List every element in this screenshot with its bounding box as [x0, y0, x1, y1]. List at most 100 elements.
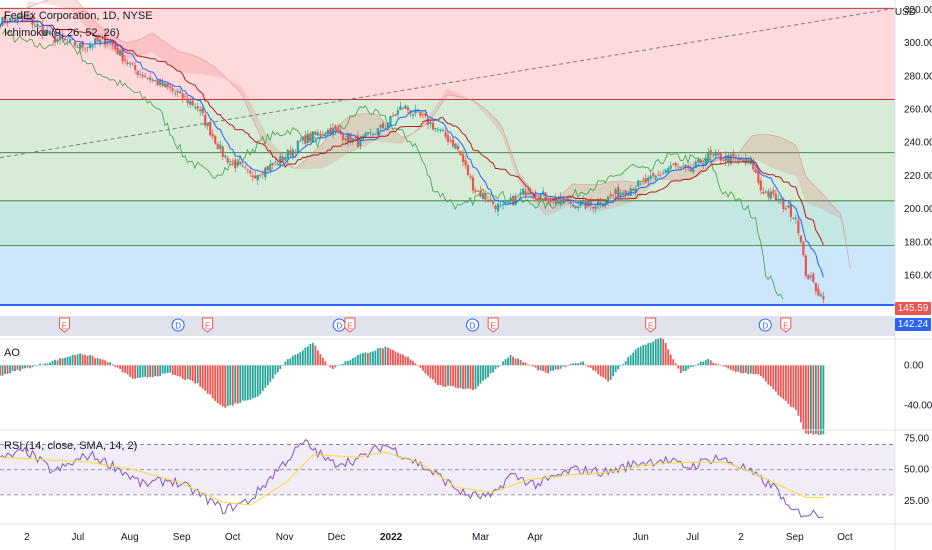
candle-body — [359, 137, 362, 147]
candle-body — [126, 62, 129, 64]
ao-bar — [331, 365, 334, 370]
candle-body — [244, 167, 247, 169]
time-axis-label: Oct — [225, 532, 241, 543]
candle-body — [28, 17, 32, 19]
ao-bar — [657, 338, 660, 366]
ao-bar — [334, 365, 337, 368]
ao-bar — [522, 362, 524, 366]
candle-body — [336, 127, 339, 131]
candle-body — [391, 115, 395, 117]
candle-body — [604, 201, 607, 205]
candle-body — [619, 192, 622, 196]
symbol-title[interactable]: FedEx Corporation, 1D, NYSE — [4, 10, 153, 22]
ao-bar — [44, 363, 46, 366]
candle-body — [599, 202, 602, 205]
candle-body — [451, 139, 455, 147]
ao-bar — [294, 354, 297, 366]
ao-bar — [234, 365, 237, 404]
candle-body — [524, 191, 527, 196]
candle-body — [789, 204, 792, 218]
candle-body — [376, 128, 380, 135]
candle-body — [657, 174, 660, 176]
candle-body — [171, 88, 174, 92]
candle-body — [236, 162, 239, 166]
rsi-legend[interactable]: RSI (14, close, SMA, 14, 2) — [4, 440, 138, 452]
candle-body — [817, 288, 820, 296]
candle-body — [166, 83, 169, 87]
candle-body — [46, 30, 49, 34]
ao-bar — [286, 359, 289, 366]
ao-bar — [281, 365, 284, 366]
candle-body — [189, 101, 192, 105]
ao-bar — [369, 352, 372, 366]
candle-body — [366, 132, 370, 134]
candle-body — [694, 161, 697, 168]
ao-bar — [507, 357, 509, 366]
ao-bar — [794, 365, 797, 410]
ao-bar — [4, 365, 6, 374]
candle-body — [94, 38, 97, 45]
candle-body — [579, 201, 582, 207]
ao-bar — [802, 365, 805, 430]
candle-body — [612, 195, 615, 197]
ao-bar — [154, 365, 157, 377]
candle-body — [289, 150, 292, 156]
ao-bar — [259, 365, 262, 395]
time-axis-label: Apr — [527, 532, 543, 543]
ao-bar — [789, 365, 792, 407]
ao-bar — [589, 365, 592, 368]
ao-bar — [579, 362, 582, 366]
candle-body — [516, 195, 520, 197]
ao-bar — [149, 365, 152, 377]
blue-line-price-tag: 142.24 — [895, 318, 931, 331]
ao-bar — [206, 365, 209, 394]
candle-body — [562, 198, 565, 203]
candle-body — [629, 188, 632, 196]
ao-bar — [684, 365, 687, 371]
candle-body — [531, 194, 535, 196]
candle-body — [812, 273, 815, 283]
candle-body — [501, 203, 505, 205]
candle-body — [481, 193, 485, 200]
ao-bar — [146, 365, 149, 378]
ao-bar — [326, 364, 329, 366]
ao-bar — [266, 365, 269, 386]
earnings-badge — [202, 317, 214, 333]
ichimoku-legend[interactable]: Ichimoku (9, 26, 52, 26) — [4, 27, 120, 39]
candle-body — [201, 107, 204, 114]
price-axis-label: 240.00 — [904, 138, 932, 149]
candle-body — [56, 39, 59, 42]
ao-bar — [174, 365, 177, 376]
candle-body — [86, 46, 89, 48]
ao-bar — [457, 365, 459, 389]
ao-axis-label: 0.00 — [904, 360, 924, 371]
ao-bar — [251, 365, 254, 399]
ao-bar — [467, 365, 469, 389]
ao-bar — [276, 365, 279, 373]
candle-body — [777, 198, 780, 201]
event-label: E — [347, 322, 352, 331]
ao-legend[interactable]: AO — [4, 347, 20, 359]
candle-body — [269, 163, 272, 171]
ao-bar — [19, 365, 21, 371]
ao-bar — [694, 365, 697, 366]
candle-body — [284, 157, 287, 161]
candle-body — [344, 138, 347, 141]
candle-body — [431, 122, 435, 130]
ao-bar — [211, 365, 214, 399]
dividend-badge — [758, 318, 772, 332]
candle-body — [461, 154, 465, 162]
ao-bar — [569, 364, 572, 366]
time-axis-label: Oct — [837, 532, 853, 543]
ao-bar — [166, 365, 169, 374]
candle-body — [404, 105, 407, 109]
candle-body — [351, 138, 354, 141]
ao-bar — [34, 365, 36, 366]
candle-body — [514, 195, 517, 206]
dividend-marker: D — [466, 318, 480, 332]
ao-bar — [94, 358, 97, 366]
ao-bar — [547, 365, 549, 374]
ao-bar — [1, 365, 4, 376]
